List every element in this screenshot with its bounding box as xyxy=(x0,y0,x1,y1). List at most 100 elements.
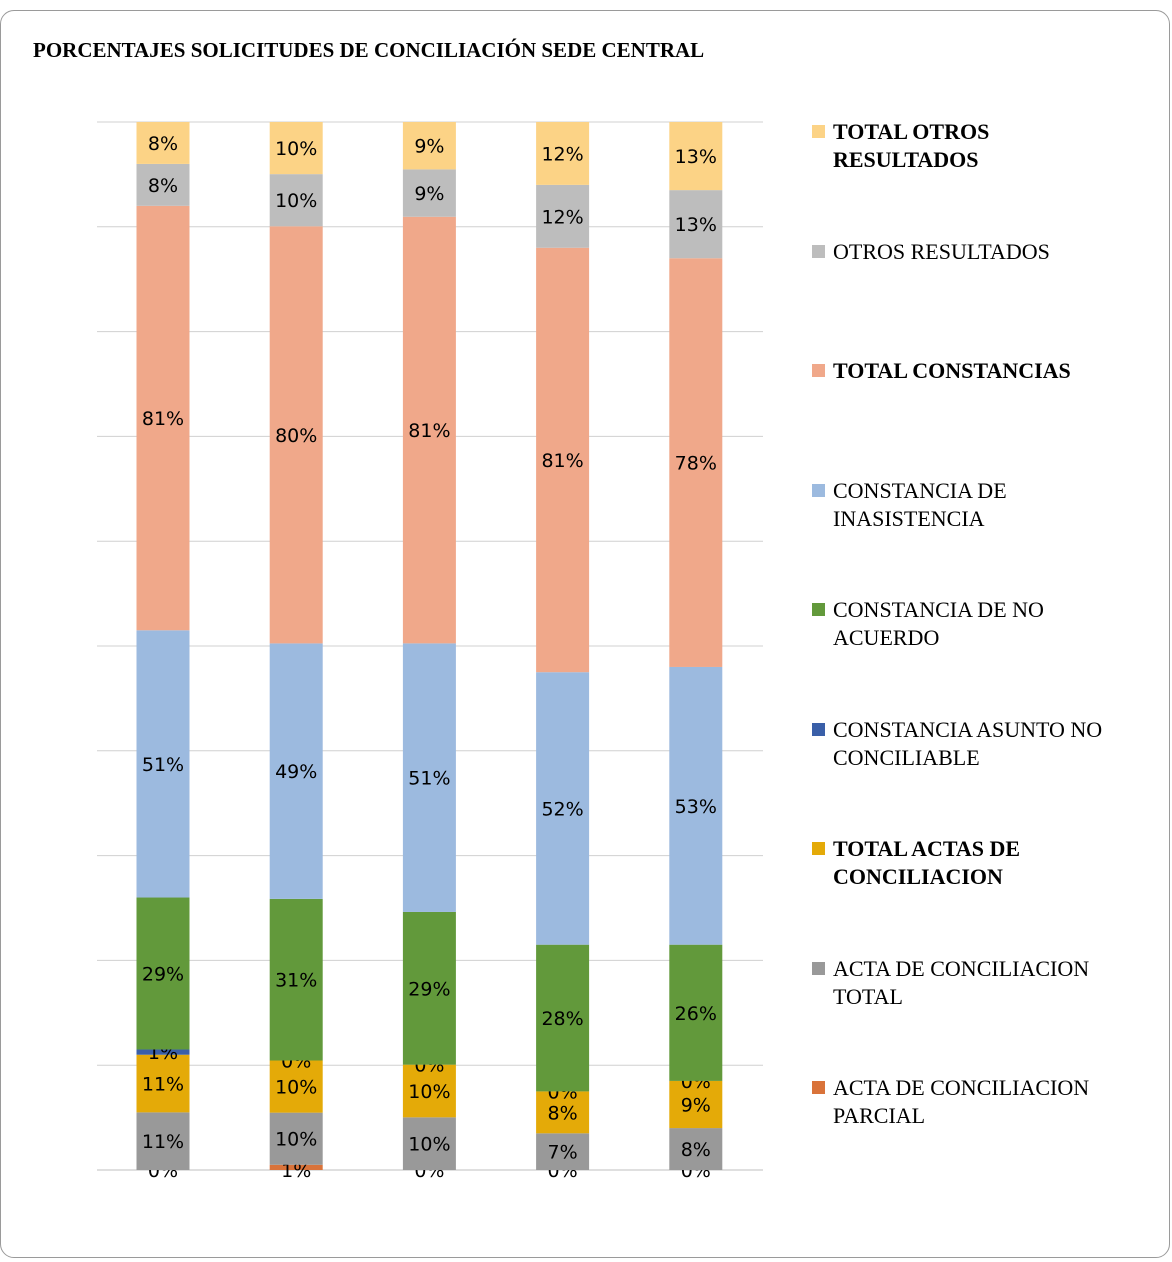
data-label: 7% xyxy=(548,1142,578,1164)
bar-segment xyxy=(402,169,456,217)
data-label: 10% xyxy=(275,1129,317,1151)
bar-segment xyxy=(136,205,190,631)
data-label: 51% xyxy=(408,768,450,790)
data-label: 10% xyxy=(408,1134,450,1156)
data-label: 10% xyxy=(275,138,317,160)
bar-segment xyxy=(669,190,723,259)
bar-segment xyxy=(136,1049,190,1055)
data-label: 8% xyxy=(148,133,178,155)
legend-label: CONSTANCIA DE NO ACUERDO xyxy=(833,597,1044,650)
legend-item: OTROS RESULTADOS xyxy=(812,238,1050,266)
legend-label: TOTAL ACTAS DE CONCILIACION xyxy=(833,836,1021,889)
data-label: 81% xyxy=(541,450,583,472)
bar-segment xyxy=(269,122,323,175)
data-label: 13% xyxy=(675,146,717,168)
bar-segment xyxy=(402,122,456,170)
legend-label: CONSTANCIA DE INASISTENCIA xyxy=(833,477,1007,531)
bar-segment xyxy=(269,174,323,227)
data-label: 9% xyxy=(414,136,444,158)
bar-segment xyxy=(536,1091,590,1134)
data-label: 12% xyxy=(541,143,583,165)
data-label: 31% xyxy=(275,970,317,992)
bar-segment xyxy=(536,944,590,1092)
bar-segment xyxy=(269,1060,323,1113)
bar-segment xyxy=(402,911,456,1065)
legend-item: TOTAL CONSTANCIAS xyxy=(812,357,1071,385)
legend-swatch xyxy=(812,125,825,138)
data-label: 8% xyxy=(148,175,178,197)
bar-segment xyxy=(669,666,723,945)
bar-segment xyxy=(402,643,456,912)
data-label: 10% xyxy=(275,1077,317,1099)
data-label: 8% xyxy=(681,1139,711,1161)
legend-swatch xyxy=(812,722,825,736)
legend-label: ACTA DE CONCILIACION TOTAL xyxy=(833,955,1090,1009)
data-label: 11% xyxy=(142,1131,184,1153)
legend-swatch xyxy=(812,244,825,258)
data-label: 9% xyxy=(414,183,444,205)
bar-segment xyxy=(136,1112,190,1170)
bar-segment xyxy=(136,897,190,1050)
data-label: 12% xyxy=(541,206,583,228)
data-label: 9% xyxy=(681,1095,711,1117)
chart-title: PORCENTAJES SOLICITUDES DE CONCILIACIÓN … xyxy=(33,38,705,62)
data-label: 52% xyxy=(541,798,583,820)
legend-item: CONSTANCIA DE NO ACUERDO xyxy=(812,596,1044,652)
legend-label: OTROS RESULTADOS xyxy=(833,238,1050,264)
bar-segment xyxy=(136,122,190,164)
bar-segment xyxy=(136,1054,190,1113)
legend-item: TOTAL OTROS RESULTADOS xyxy=(812,118,989,174)
legend-item: ACTA DE CONCILIACION TOTAL xyxy=(812,955,1089,1011)
bar-segment xyxy=(269,1112,323,1165)
data-label: 8% xyxy=(548,1102,578,1124)
data-label: 80% xyxy=(275,425,317,447)
bar-segment xyxy=(536,122,590,185)
data-label: 81% xyxy=(408,420,450,442)
bar-segment xyxy=(536,184,590,248)
bar-segment xyxy=(136,630,190,898)
bar-segment xyxy=(669,1080,723,1129)
legend-swatch xyxy=(812,364,825,377)
bar-segment xyxy=(269,643,323,899)
legend-item: CONSTANCIA DE INASISTENCIA xyxy=(812,477,1007,533)
data-label: 53% xyxy=(675,796,717,818)
data-label: 1% xyxy=(281,1160,311,1182)
legend-label: ACTA DE CONCILIACION PARCIAL xyxy=(833,1075,1090,1128)
data-label: 49% xyxy=(275,761,317,783)
legend-swatch xyxy=(812,1081,825,1094)
legend-item: ACTA DE CONCILIACION PARCIAL xyxy=(812,1074,1089,1130)
legend-item: TOTAL ACTAS DE CONCILIACION xyxy=(812,835,1020,891)
bar-segment xyxy=(669,944,723,1081)
bar-segment xyxy=(669,258,723,667)
legend-swatch xyxy=(812,603,825,616)
bar-segment xyxy=(269,898,323,1061)
legend-swatch xyxy=(812,842,825,855)
bar-segment xyxy=(402,1117,456,1170)
bar-segment xyxy=(669,1128,723,1170)
bar-segment xyxy=(536,1133,590,1170)
data-label: 26% xyxy=(675,1003,717,1025)
data-label: 10% xyxy=(275,190,317,212)
bar-segment xyxy=(536,672,590,945)
legend-swatch xyxy=(812,961,825,975)
legend-swatch xyxy=(812,483,825,497)
legend-label: TOTAL CONSTANCIAS xyxy=(833,358,1071,383)
bar-segment xyxy=(669,122,723,191)
data-label: 28% xyxy=(541,1008,583,1030)
legend-label: CONSTANCIA ASUNTO NO CONCILIABLE xyxy=(833,716,1103,770)
data-label: 29% xyxy=(408,978,450,1000)
bar-segment xyxy=(269,226,323,644)
data-label: 51% xyxy=(142,754,184,776)
data-label: 11% xyxy=(142,1074,184,1096)
bar-segment xyxy=(402,216,456,644)
stacked-bar-chart: 0%11%11%1%29%51%81%8%8%1%10%10%0%31%49%8… xyxy=(97,121,763,1182)
legend-item: CONSTANCIA ASUNTO NO CONCILIABLE xyxy=(812,716,1102,772)
bar-segment xyxy=(136,163,190,206)
data-label: 13% xyxy=(675,214,717,236)
data-label: 81% xyxy=(142,408,184,430)
legend-label: TOTAL OTROS RESULTADOS xyxy=(833,119,990,172)
data-label: 29% xyxy=(142,964,184,986)
data-label: 10% xyxy=(408,1081,450,1103)
bar-segment xyxy=(536,247,590,673)
bar-segment xyxy=(402,1064,456,1118)
